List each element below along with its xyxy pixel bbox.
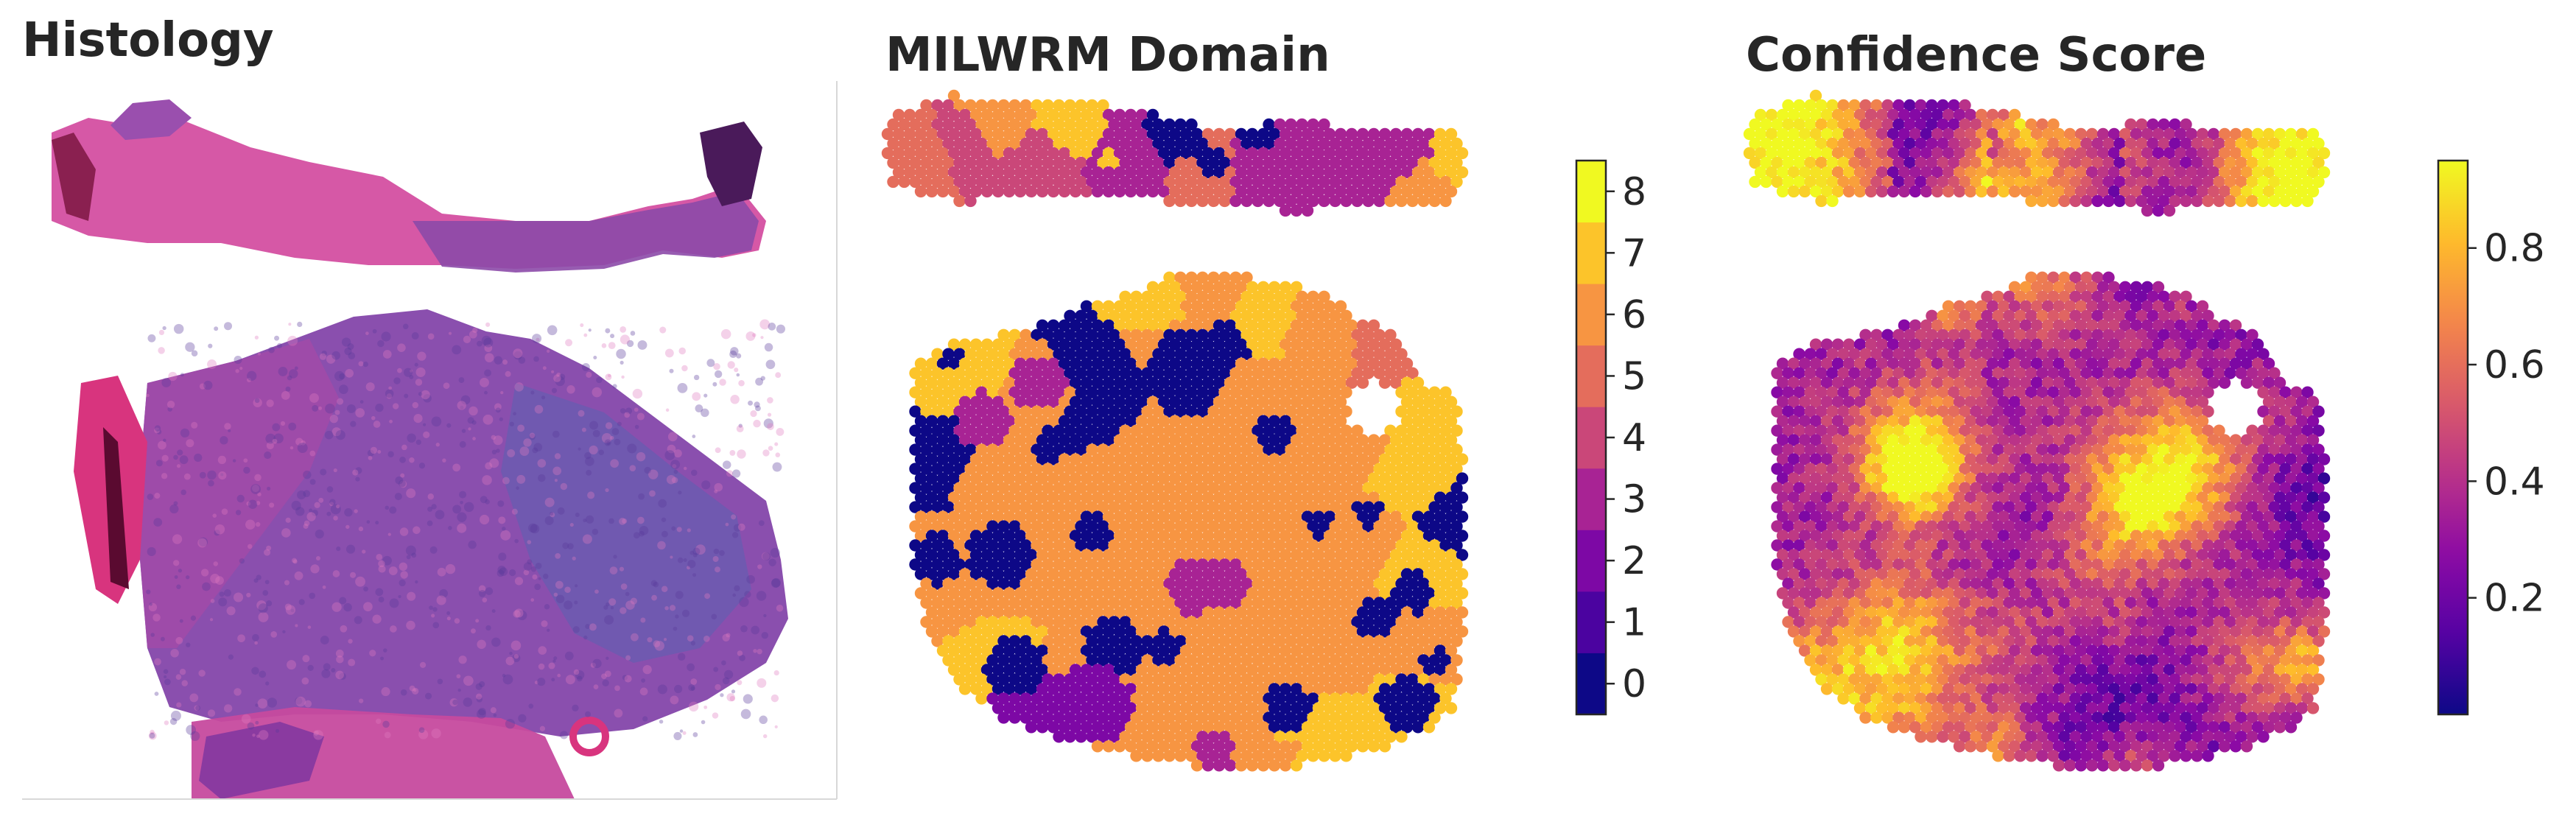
histology-title: Histology: [22, 13, 274, 68]
colorbar-tick-label: 5: [1622, 354, 1646, 398]
confidence-map: 0.2 0.4 0.6 0.8: [1743, 89, 2545, 772]
tissue-section: [52, 99, 788, 799]
colorbar: 0 1 2 3 4 5 6 7 8: [1575, 159, 1646, 716]
colorbar-tick-label: 7: [1622, 231, 1646, 275]
domain-map: 0 1 2 3 4 5 6 7 8: [881, 89, 1646, 772]
spot-layer: [1743, 89, 2331, 772]
colorbar-tick-label: 4: [1622, 416, 1646, 460]
colorbar-bin: [1576, 407, 1606, 469]
colorbar-tick-label: 8: [1622, 170, 1646, 214]
colorbar-tick-label: 2: [1622, 539, 1646, 583]
histology-image: [22, 81, 838, 800]
domain-panel: MILWRM Domain 0 1 2 3 4 5 6 7 8: [847, 0, 1731, 819]
colorbar-bin: [1576, 345, 1606, 407]
colorbar-bin: [1576, 161, 1606, 223]
colorbar-tick-label: 0.2: [2484, 577, 2545, 621]
histology-panel: Histology: [0, 0, 847, 819]
colorbar-bin: [1576, 222, 1606, 284]
confidence-title: Confidence Score: [1746, 28, 2207, 82]
colorbar-bin: [1576, 284, 1606, 346]
colorbar-bin: [1576, 591, 1606, 653]
colorbar-tick-label: 0.4: [2484, 460, 2545, 504]
domain-title: MILWRM Domain: [885, 28, 1330, 82]
colorbar-tick-label: 0.6: [2484, 343, 2545, 387]
colorbar-gradient: [2438, 161, 2468, 714]
colorbar: 0.2 0.4 0.6 0.8: [2437, 159, 2545, 716]
colorbar-bin: [1576, 530, 1606, 592]
confidence-panel: Confidence Score 0.2 0.4 0.6 0.8: [1731, 0, 2576, 819]
colorbar-tick-label: 6: [1622, 293, 1646, 337]
colorbar-tick-label: 0.8: [2484, 227, 2545, 271]
colorbar-tick-label: 1: [1622, 601, 1646, 645]
colorbar-bin: [1576, 653, 1606, 715]
colorbar-bin: [1576, 468, 1606, 530]
colorbar-tick-label: 3: [1622, 478, 1646, 522]
spot-layer: [881, 89, 1469, 772]
colorbar-tick-label: 0: [1622, 662, 1646, 706]
